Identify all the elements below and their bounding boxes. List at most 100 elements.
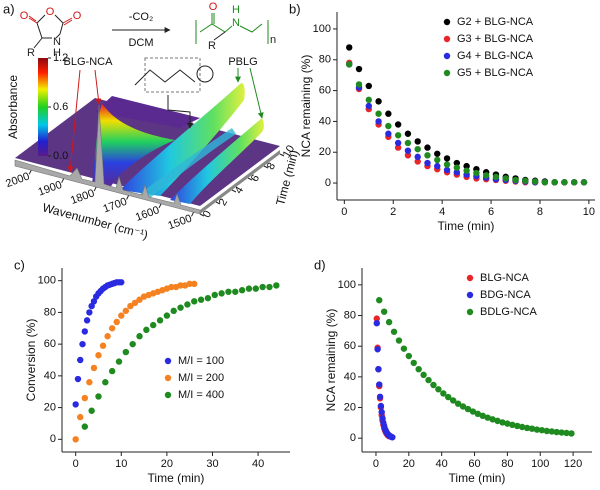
legend-label: G4 + BLG-NCA <box>457 50 534 62</box>
data-point <box>129 340 136 348</box>
panel-label: b) <box>289 1 301 16</box>
data-point <box>90 364 98 372</box>
data-point <box>443 166 451 174</box>
data-point <box>218 290 225 297</box>
y-tick <box>263 165 269 169</box>
atom-label: N <box>53 36 61 48</box>
data-point <box>108 367 116 375</box>
data-point <box>143 326 150 334</box>
x-tick-label: 0 <box>341 206 347 218</box>
legend-label: BLG-NCA <box>480 272 530 284</box>
data-point <box>404 152 412 159</box>
data-point <box>514 422 521 430</box>
data-point <box>512 176 519 184</box>
legend-marker <box>443 52 451 60</box>
x-axis-label: Time (min) <box>438 219 495 233</box>
x-axis-label: Time (min) <box>148 471 205 485</box>
data-point <box>113 318 120 326</box>
x-tick-label: 20 <box>161 458 173 470</box>
data-point <box>191 280 198 288</box>
legend-label: BDG-NCA <box>480 289 531 301</box>
data-point <box>445 393 452 401</box>
colorbar-tick-label: 1.2 <box>53 52 68 64</box>
data-point <box>211 291 218 299</box>
data-point <box>376 393 384 400</box>
x-tick <box>126 195 130 200</box>
data-point <box>494 417 501 425</box>
data-point <box>385 110 392 117</box>
y-tick-label: 80 <box>44 306 56 318</box>
data-point <box>127 302 134 310</box>
data-point <box>389 434 396 441</box>
x-tick-label: 1800 <box>69 187 96 207</box>
data-point <box>86 309 93 316</box>
data-point <box>225 288 232 295</box>
x-tick-label: 1700 <box>102 196 129 216</box>
data-point <box>459 403 467 410</box>
data-point <box>118 312 125 319</box>
data-point <box>177 304 184 311</box>
annotation-arrow <box>94 69 102 105</box>
data-point <box>390 328 398 335</box>
data-point <box>355 65 363 73</box>
data-point <box>509 421 516 429</box>
x-tick-label: 0 <box>373 458 379 470</box>
legend-label: M/I = 200 <box>178 372 224 384</box>
data-point <box>99 342 107 349</box>
data-point <box>108 325 116 332</box>
x-axis-label: Wavenumber (cm⁻¹) <box>41 200 150 242</box>
data-point <box>232 288 239 295</box>
data-point <box>394 132 402 139</box>
data-point <box>394 144 402 151</box>
x-tick-label: 20 <box>403 458 415 470</box>
data-point <box>479 412 486 420</box>
data-point <box>551 179 558 186</box>
colorbar-label: Absorbance <box>6 75 20 139</box>
data-point <box>156 317 164 324</box>
data-point <box>405 352 413 360</box>
data-point <box>548 428 555 435</box>
data-point <box>449 397 457 404</box>
data-point <box>355 81 363 88</box>
reagent-label: DCM <box>128 37 153 49</box>
data-point <box>83 317 91 324</box>
data-point <box>543 427 551 435</box>
data-point <box>81 328 89 335</box>
data-point <box>400 345 408 352</box>
annotation-arrow <box>67 69 81 173</box>
data-point <box>95 352 102 359</box>
x-tick <box>191 212 194 217</box>
atom-label: O <box>73 10 82 22</box>
data-point <box>273 282 280 289</box>
data-point <box>463 162 470 170</box>
data-point <box>404 147 412 154</box>
data-point <box>571 179 578 186</box>
x-axis-label: Time (min) <box>449 471 506 485</box>
data-point <box>136 296 143 303</box>
data-point <box>385 318 393 326</box>
data-point <box>77 413 84 421</box>
x-tick-label: 30 <box>206 458 218 470</box>
data-point <box>523 424 531 432</box>
y-tick-label: 2 <box>217 197 230 208</box>
legend-label: BDLG-NCA <box>480 306 538 318</box>
data-point <box>410 359 417 367</box>
data-point <box>74 375 82 383</box>
x-tick-label: 1900 <box>37 179 64 199</box>
annotation: BLG-NCA <box>64 56 114 68</box>
data-point <box>365 102 372 110</box>
x-tick-label: 40 <box>252 458 264 470</box>
y-tick-label: 40 <box>319 115 331 127</box>
data-point <box>541 179 549 186</box>
data-point <box>170 307 177 315</box>
data-point <box>122 348 130 356</box>
data-point <box>184 301 191 308</box>
y-tick <box>247 177 253 181</box>
surface <box>14 57 280 215</box>
y-tick-label: 40 <box>44 370 56 382</box>
data-point <box>104 333 111 340</box>
y-tick-label: 100 <box>338 279 356 291</box>
x-tick-label: 120 <box>564 458 582 470</box>
data-point <box>464 405 472 413</box>
annotation: PBLG <box>228 56 257 68</box>
